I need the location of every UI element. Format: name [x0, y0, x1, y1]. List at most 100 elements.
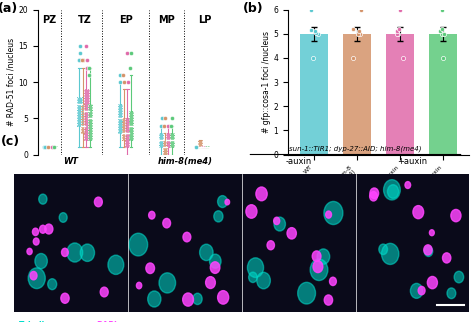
- Bar: [77, 97, 82, 126]
- Circle shape: [370, 192, 377, 201]
- Bar: [201, 146, 205, 147]
- Circle shape: [424, 246, 433, 257]
- Circle shape: [67, 243, 82, 262]
- Circle shape: [218, 195, 228, 208]
- Bar: [166, 133, 170, 147]
- Circle shape: [267, 241, 274, 250]
- Circle shape: [257, 272, 270, 289]
- Bar: [125, 118, 129, 147]
- Bar: [205, 146, 209, 147]
- Circle shape: [326, 211, 331, 218]
- Y-axis label: # RAD-51 foci /nucleus: # RAD-51 foci /nucleus: [7, 38, 16, 126]
- Circle shape: [80, 244, 94, 261]
- Bar: [429, 34, 457, 155]
- Bar: [88, 104, 92, 140]
- Circle shape: [146, 263, 155, 273]
- Bar: [81, 104, 85, 133]
- Circle shape: [225, 199, 229, 205]
- Circle shape: [62, 248, 68, 257]
- Circle shape: [39, 225, 46, 233]
- Circle shape: [382, 243, 399, 264]
- Bar: [84, 89, 89, 140]
- Circle shape: [370, 188, 379, 199]
- Bar: [128, 174, 242, 312]
- Bar: [166, 133, 170, 147]
- Bar: [46, 146, 50, 147]
- Circle shape: [61, 293, 69, 303]
- Text: sun-1p::TIR1;
dpy-27::AID; him-8(me4): sun-1p::TIR1; dpy-27::AID; him-8(me4): [388, 218, 456, 229]
- Text: PZ: PZ: [43, 15, 57, 25]
- Circle shape: [210, 262, 220, 273]
- Bar: [81, 104, 85, 133]
- Circle shape: [443, 253, 451, 263]
- Bar: [159, 133, 164, 147]
- Bar: [129, 111, 133, 140]
- Circle shape: [424, 245, 432, 255]
- Bar: [14, 174, 128, 312]
- Circle shape: [410, 283, 423, 298]
- Text: (a): (a): [0, 3, 18, 15]
- Text: sun-1p::TIR1; dpy-27::AID;
him-8(me4): sun-1p::TIR1; dpy-27::AID; him-8(me4): [51, 224, 134, 235]
- Bar: [356, 174, 469, 312]
- Circle shape: [30, 271, 37, 280]
- Circle shape: [94, 197, 102, 207]
- Bar: [77, 97, 82, 126]
- Circle shape: [193, 293, 202, 305]
- Circle shape: [379, 244, 388, 255]
- Bar: [46, 146, 50, 147]
- Circle shape: [324, 202, 343, 224]
- Bar: [205, 146, 209, 147]
- Circle shape: [35, 253, 47, 269]
- Circle shape: [317, 249, 330, 264]
- Circle shape: [418, 286, 425, 295]
- Circle shape: [206, 277, 215, 289]
- Circle shape: [298, 282, 316, 304]
- Text: +auxin: +auxin: [397, 156, 428, 166]
- Circle shape: [312, 251, 321, 261]
- Circle shape: [313, 261, 323, 273]
- Circle shape: [218, 291, 228, 304]
- Circle shape: [383, 180, 401, 200]
- Circle shape: [183, 232, 191, 242]
- Bar: [386, 34, 414, 155]
- Bar: [163, 140, 167, 155]
- Circle shape: [149, 211, 155, 219]
- Circle shape: [405, 182, 410, 188]
- Bar: [242, 174, 356, 312]
- Bar: [163, 140, 167, 155]
- Bar: [122, 118, 126, 140]
- Circle shape: [108, 255, 124, 274]
- Bar: [170, 133, 174, 147]
- Circle shape: [59, 213, 67, 222]
- Text: DAPI: DAPI: [96, 321, 117, 322]
- Legend: WT, him-8(me4), -auxin, +auxin: WT, him-8(me4), -auxin, +auxin: [32, 221, 175, 227]
- Circle shape: [27, 248, 32, 255]
- Circle shape: [246, 205, 257, 218]
- Circle shape: [28, 268, 46, 289]
- Bar: [122, 118, 126, 140]
- Bar: [198, 140, 202, 147]
- Circle shape: [324, 295, 333, 305]
- Circle shape: [273, 217, 280, 224]
- Bar: [125, 118, 129, 147]
- Circle shape: [247, 258, 264, 278]
- Bar: [118, 104, 122, 133]
- Circle shape: [256, 187, 267, 201]
- Circle shape: [39, 194, 47, 204]
- Text: (b): (b): [243, 3, 264, 15]
- Circle shape: [274, 217, 285, 231]
- Bar: [129, 111, 133, 140]
- Text: TZ: TZ: [78, 15, 91, 25]
- Bar: [42, 146, 46, 147]
- Text: (c): (c): [0, 135, 20, 148]
- Bar: [343, 34, 371, 155]
- Text: MP: MP: [158, 15, 175, 25]
- Circle shape: [148, 291, 161, 307]
- Bar: [53, 146, 57, 147]
- Circle shape: [210, 254, 221, 268]
- Bar: [118, 104, 122, 133]
- Bar: [42, 146, 46, 147]
- Circle shape: [200, 244, 213, 260]
- Circle shape: [163, 218, 171, 228]
- Bar: [88, 104, 92, 140]
